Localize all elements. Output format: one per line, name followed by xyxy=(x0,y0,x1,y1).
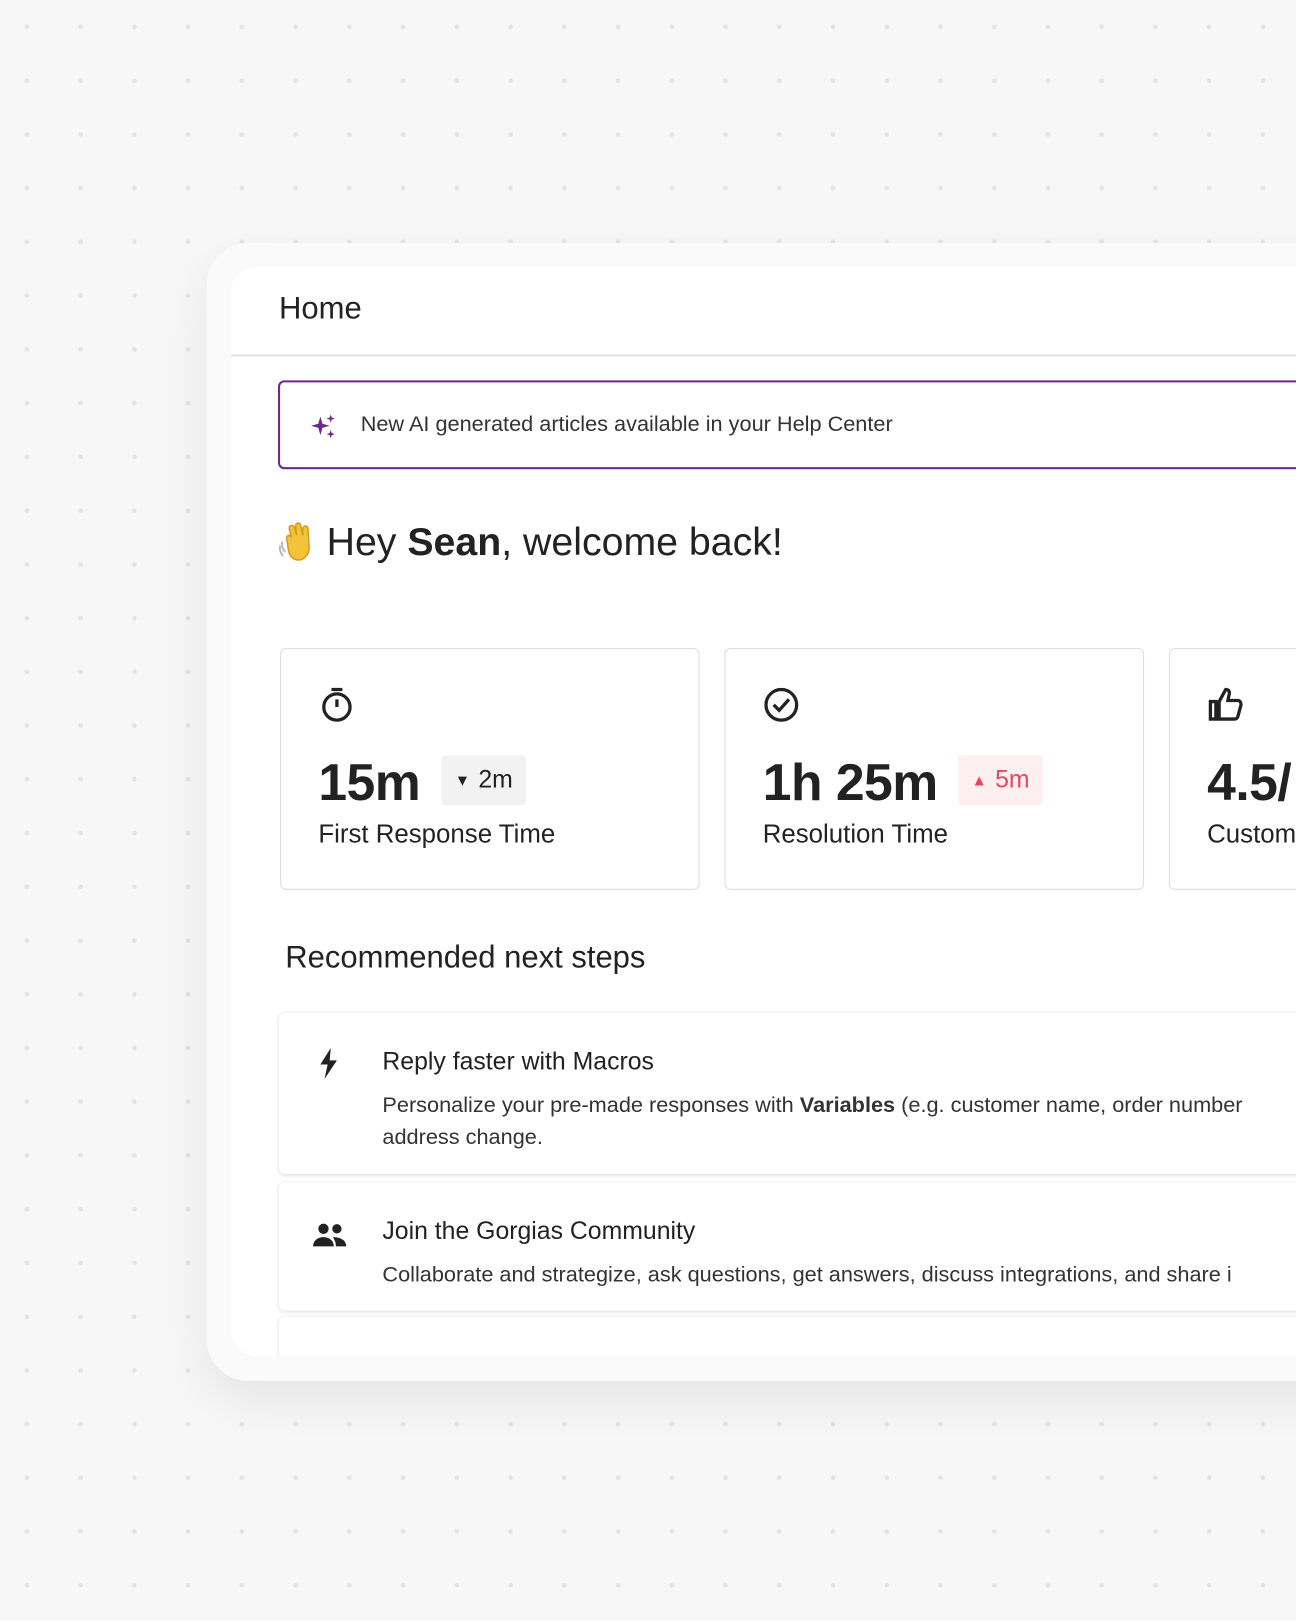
icon xyxy=(313,1223,347,1247)
desc-text: (e.g. customer name, order number xyxy=(895,1093,1243,1118)
metric-card: 1h 25m ▲ 5m Resolution Time xyxy=(724,647,1145,890)
step-description: Collaborate and strategize, ask question… xyxy=(382,1259,1231,1291)
step-icon xyxy=(312,1217,347,1257)
metric-label: Resolution Time xyxy=(762,819,948,849)
icon xyxy=(320,1047,337,1079)
wave-emoji xyxy=(278,522,310,561)
ai-banner[interactable]: New AI generated articles available in y… xyxy=(278,380,1296,470)
icon xyxy=(1208,687,1243,721)
icon xyxy=(322,687,352,722)
metric-change: ▼ 2m xyxy=(441,755,527,806)
section-title: Recommended next steps xyxy=(285,940,646,975)
desc-bold: Variables xyxy=(799,1093,896,1118)
metric-icon xyxy=(318,686,355,728)
icon xyxy=(764,687,799,722)
desc-text: Collaborate and strategize, ask question… xyxy=(382,1262,1232,1287)
greeting: Hey Sean, welcome back! xyxy=(327,521,783,565)
metric-icon xyxy=(763,686,800,728)
sparkle-icon xyxy=(311,414,335,439)
metric-value: 15m xyxy=(318,753,421,812)
step-icon xyxy=(312,1046,347,1086)
trend-arrow: ▼ xyxy=(454,772,471,790)
greeting-suffix: , welcome back! xyxy=(501,520,783,565)
desc-text: address change. xyxy=(382,1125,543,1150)
metric-value: 4.5/ xyxy=(1207,753,1292,812)
change-value: 2m xyxy=(478,765,513,794)
change-value: 5m xyxy=(995,765,1030,794)
metric-change: ▲ 5m xyxy=(958,755,1044,806)
metric-card: 15m ▼ 2m First Response Time xyxy=(280,647,700,890)
app-panel: Home New AI generated articles available… xyxy=(231,266,1296,1356)
step-title: Join the Gorgias Community xyxy=(382,1217,696,1246)
metric-card: 4.5/Custom xyxy=(1168,647,1296,890)
page-title: Home xyxy=(279,291,362,326)
metric-value: 1h 25m xyxy=(762,753,939,812)
divider xyxy=(231,354,1296,357)
metric-icon xyxy=(1207,686,1244,728)
metric-label: Custom xyxy=(1207,819,1296,849)
banner-text: New AI generated articles available in y… xyxy=(360,412,893,437)
trend-arrow: ▲ xyxy=(971,772,987,790)
step-title: Reply faster with Macros xyxy=(382,1047,654,1076)
metric-label: First Response Time xyxy=(318,819,556,849)
desc-text: Personalize your pre-made responses with xyxy=(382,1093,800,1118)
step-card[interactable] xyxy=(279,1316,1296,1356)
step-description: Personalize your pre-made responses with… xyxy=(382,1089,1242,1153)
step-card[interactable]: Reply faster with Macros Personalize your… xyxy=(279,1012,1296,1175)
step-card[interactable]: Join the Gorgias Community Collaborate an… xyxy=(279,1182,1296,1311)
user-name: Sean xyxy=(407,520,502,565)
greeting-prefix: Hey xyxy=(326,520,408,565)
